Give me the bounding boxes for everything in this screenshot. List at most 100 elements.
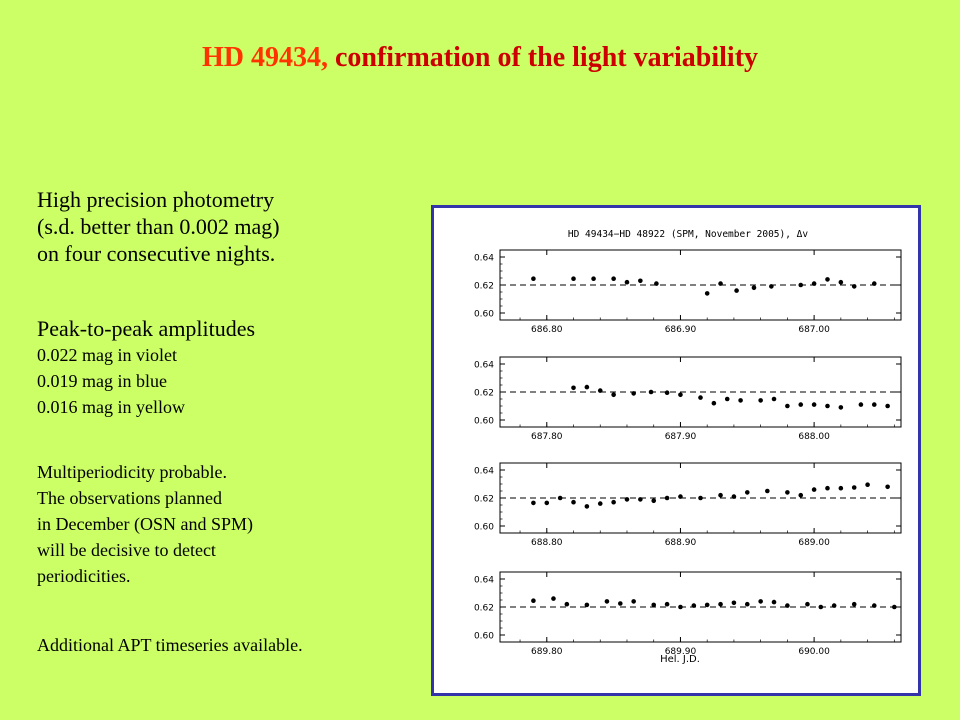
chart-title: HD 49434−HD 48922 (SPM, November 2005), … bbox=[568, 229, 808, 240]
data-point bbox=[664, 601, 670, 607]
x-tick-label: 689.80 bbox=[531, 647, 563, 657]
data-point bbox=[624, 497, 630, 502]
y-tick-label: 0.60 bbox=[474, 632, 494, 642]
data-point bbox=[738, 398, 743, 403]
data-point bbox=[769, 284, 774, 289]
data-point bbox=[604, 599, 610, 604]
data-point bbox=[871, 402, 877, 407]
data-point bbox=[858, 402, 864, 407]
data-point bbox=[718, 281, 723, 286]
data-point bbox=[744, 490, 750, 495]
data-point bbox=[651, 602, 657, 608]
data-point bbox=[771, 599, 777, 605]
data-point bbox=[638, 278, 643, 284]
data-point bbox=[758, 599, 763, 604]
x-tick-label: 690.00 bbox=[798, 647, 830, 657]
data-point bbox=[678, 392, 683, 398]
data-point bbox=[851, 601, 857, 607]
data-point bbox=[851, 485, 857, 490]
photometry-paragraph: High precision photometry (s.d. better t… bbox=[37, 186, 280, 267]
data-point bbox=[785, 490, 790, 495]
data-point bbox=[885, 484, 890, 490]
amplitude-yellow: 0.016 mag in yellow bbox=[37, 397, 185, 417]
x-tick-label: 687.80 bbox=[531, 432, 563, 442]
data-point bbox=[551, 596, 556, 601]
x-tick-label: 686.90 bbox=[665, 325, 697, 335]
x-tick-label: 686.80 bbox=[531, 325, 563, 335]
data-point bbox=[811, 281, 817, 286]
amplitudes-heading: Peak-to-peak amplitudes bbox=[37, 316, 256, 341]
data-point bbox=[651, 498, 657, 504]
x-tick-label: 687.90 bbox=[665, 432, 697, 442]
data-point bbox=[838, 405, 844, 410]
data-point bbox=[648, 389, 654, 395]
y-tick-label: 0.60 bbox=[474, 310, 494, 320]
x-tick-label: 689.90 bbox=[665, 647, 697, 657]
text-line: (s.d. better than 0.002 mag) bbox=[37, 214, 280, 239]
data-point bbox=[638, 497, 643, 502]
figure-frame: HD 49434−HD 48922 (SPM, November 2005), … bbox=[431, 205, 921, 696]
data-point bbox=[798, 402, 804, 407]
light-curve-chart: HD 49434−HD 48922 (SPM, November 2005), … bbox=[474, 229, 902, 665]
text-line: The observations planned bbox=[37, 488, 222, 508]
y-tick-label: 0.64 bbox=[474, 576, 494, 586]
data-point bbox=[611, 276, 616, 281]
data-point bbox=[654, 281, 659, 286]
data-point bbox=[584, 602, 590, 608]
data-point bbox=[818, 604, 824, 610]
data-point bbox=[825, 403, 830, 409]
y-tick-label: 0.60 bbox=[474, 417, 494, 427]
data-point bbox=[678, 494, 683, 499]
data-point bbox=[711, 400, 717, 406]
title-star-name: HD 49434, bbox=[201, 42, 328, 73]
data-point bbox=[731, 494, 737, 499]
data-point bbox=[704, 602, 710, 608]
data-point bbox=[758, 398, 763, 403]
amplitude-blue: 0.019 mag in blue bbox=[37, 371, 167, 391]
data-point bbox=[831, 603, 837, 608]
x-tick-label: 688.00 bbox=[798, 432, 830, 442]
data-point bbox=[785, 403, 790, 409]
data-point bbox=[811, 402, 817, 407]
data-point bbox=[584, 384, 590, 390]
data-point bbox=[838, 485, 844, 491]
data-point bbox=[765, 488, 770, 494]
data-point bbox=[724, 396, 730, 402]
data-point bbox=[798, 492, 804, 498]
data-point bbox=[744, 601, 750, 607]
data-point bbox=[531, 500, 536, 506]
data-point bbox=[704, 291, 710, 296]
data-point bbox=[718, 492, 723, 498]
y-tick-label: 0.62 bbox=[474, 604, 494, 614]
data-point bbox=[691, 603, 697, 608]
data-point bbox=[838, 279, 844, 285]
data-point bbox=[531, 276, 536, 281]
data-point bbox=[731, 600, 737, 606]
y-tick-label: 0.60 bbox=[474, 523, 494, 533]
text-line: High precision photometry bbox=[37, 187, 275, 212]
data-point bbox=[785, 603, 790, 608]
data-point bbox=[825, 277, 830, 282]
data-point bbox=[631, 599, 636, 604]
data-point bbox=[618, 601, 623, 606]
data-point bbox=[892, 604, 897, 610]
data-point bbox=[751, 285, 757, 291]
data-point bbox=[557, 495, 563, 501]
data-point bbox=[597, 388, 603, 393]
data-point bbox=[584, 504, 590, 509]
y-tick-label: 0.64 bbox=[474, 254, 494, 264]
data-point bbox=[871, 281, 877, 286]
data-point bbox=[678, 604, 683, 610]
text-line: on four consecutive nights. bbox=[37, 241, 276, 266]
y-tick-label: 0.62 bbox=[474, 495, 494, 505]
data-point bbox=[531, 598, 536, 603]
data-point bbox=[564, 601, 570, 607]
data-point bbox=[611, 499, 616, 505]
data-point bbox=[698, 495, 703, 501]
x-tick-label: 687.00 bbox=[798, 325, 830, 335]
data-point bbox=[771, 396, 777, 402]
text-line: will be decisive to detect bbox=[37, 540, 216, 560]
text-line: periodicities. bbox=[37, 566, 131, 586]
y-tick-label: 0.62 bbox=[474, 389, 494, 399]
x-tick-label: 689.00 bbox=[798, 538, 830, 548]
